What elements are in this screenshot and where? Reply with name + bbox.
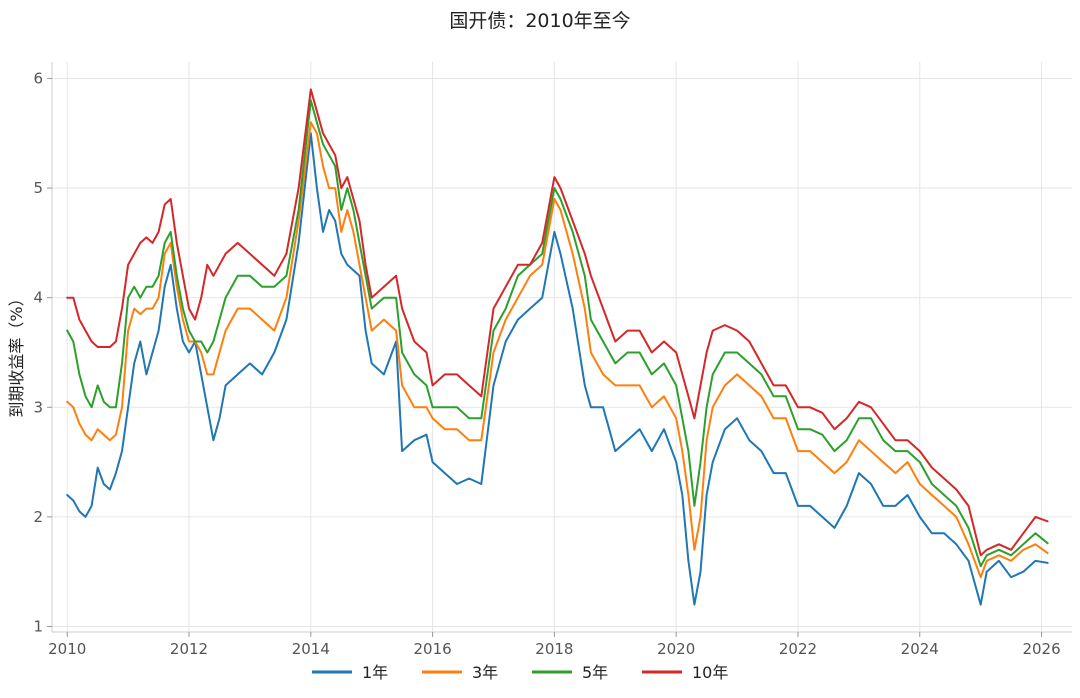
- x-tick-label: 2012: [170, 640, 208, 658]
- series-layer: [66, 88, 1049, 606]
- legend-item-4: 10年: [642, 663, 728, 682]
- series-line-3: [66, 99, 1049, 568]
- legend-label: 5年: [582, 663, 608, 682]
- series-line-4: [66, 88, 1049, 557]
- y-axis-title: 到期收益率（%）: [7, 290, 26, 417]
- legend-label: 1年: [362, 663, 388, 682]
- legend-label: 3年: [472, 663, 498, 682]
- legend-item-2: 3年: [422, 663, 498, 682]
- x-tick-label: 2022: [779, 640, 817, 658]
- x-tick-label: 2024: [901, 640, 939, 658]
- series-line-1: [66, 132, 1049, 606]
- y-tick-label: 3: [33, 398, 43, 416]
- legend-item-3: 5年: [532, 663, 608, 682]
- y-tick-label: 1: [33, 618, 43, 636]
- x-tick-label: 2026: [1022, 640, 1060, 658]
- x-tick-label: 2018: [535, 640, 573, 658]
- y-tick-label: 6: [33, 69, 43, 87]
- x-tick-label: 2016: [414, 640, 452, 658]
- x-tick-label: 2020: [657, 640, 695, 658]
- legend-item-1: 1年: [312, 663, 388, 682]
- chart-title: 国开债：2010年至今: [449, 10, 631, 32]
- series-line-2: [66, 121, 1049, 579]
- legend-layer: 1年 3年 5年 10年: [312, 663, 728, 682]
- y-tick-label: 5: [33, 179, 43, 197]
- axis-layer: 2010 2012 2014 2016 2018 2020 2022 2024 2026 1 2 3 4…: [33, 62, 1072, 658]
- x-tick-label: 2010: [48, 640, 86, 658]
- y-tick-label: 2: [33, 508, 43, 526]
- x-tick-label: 2014: [292, 640, 330, 658]
- y-tick-label: 4: [33, 289, 43, 307]
- legend-label: 10年: [692, 663, 728, 682]
